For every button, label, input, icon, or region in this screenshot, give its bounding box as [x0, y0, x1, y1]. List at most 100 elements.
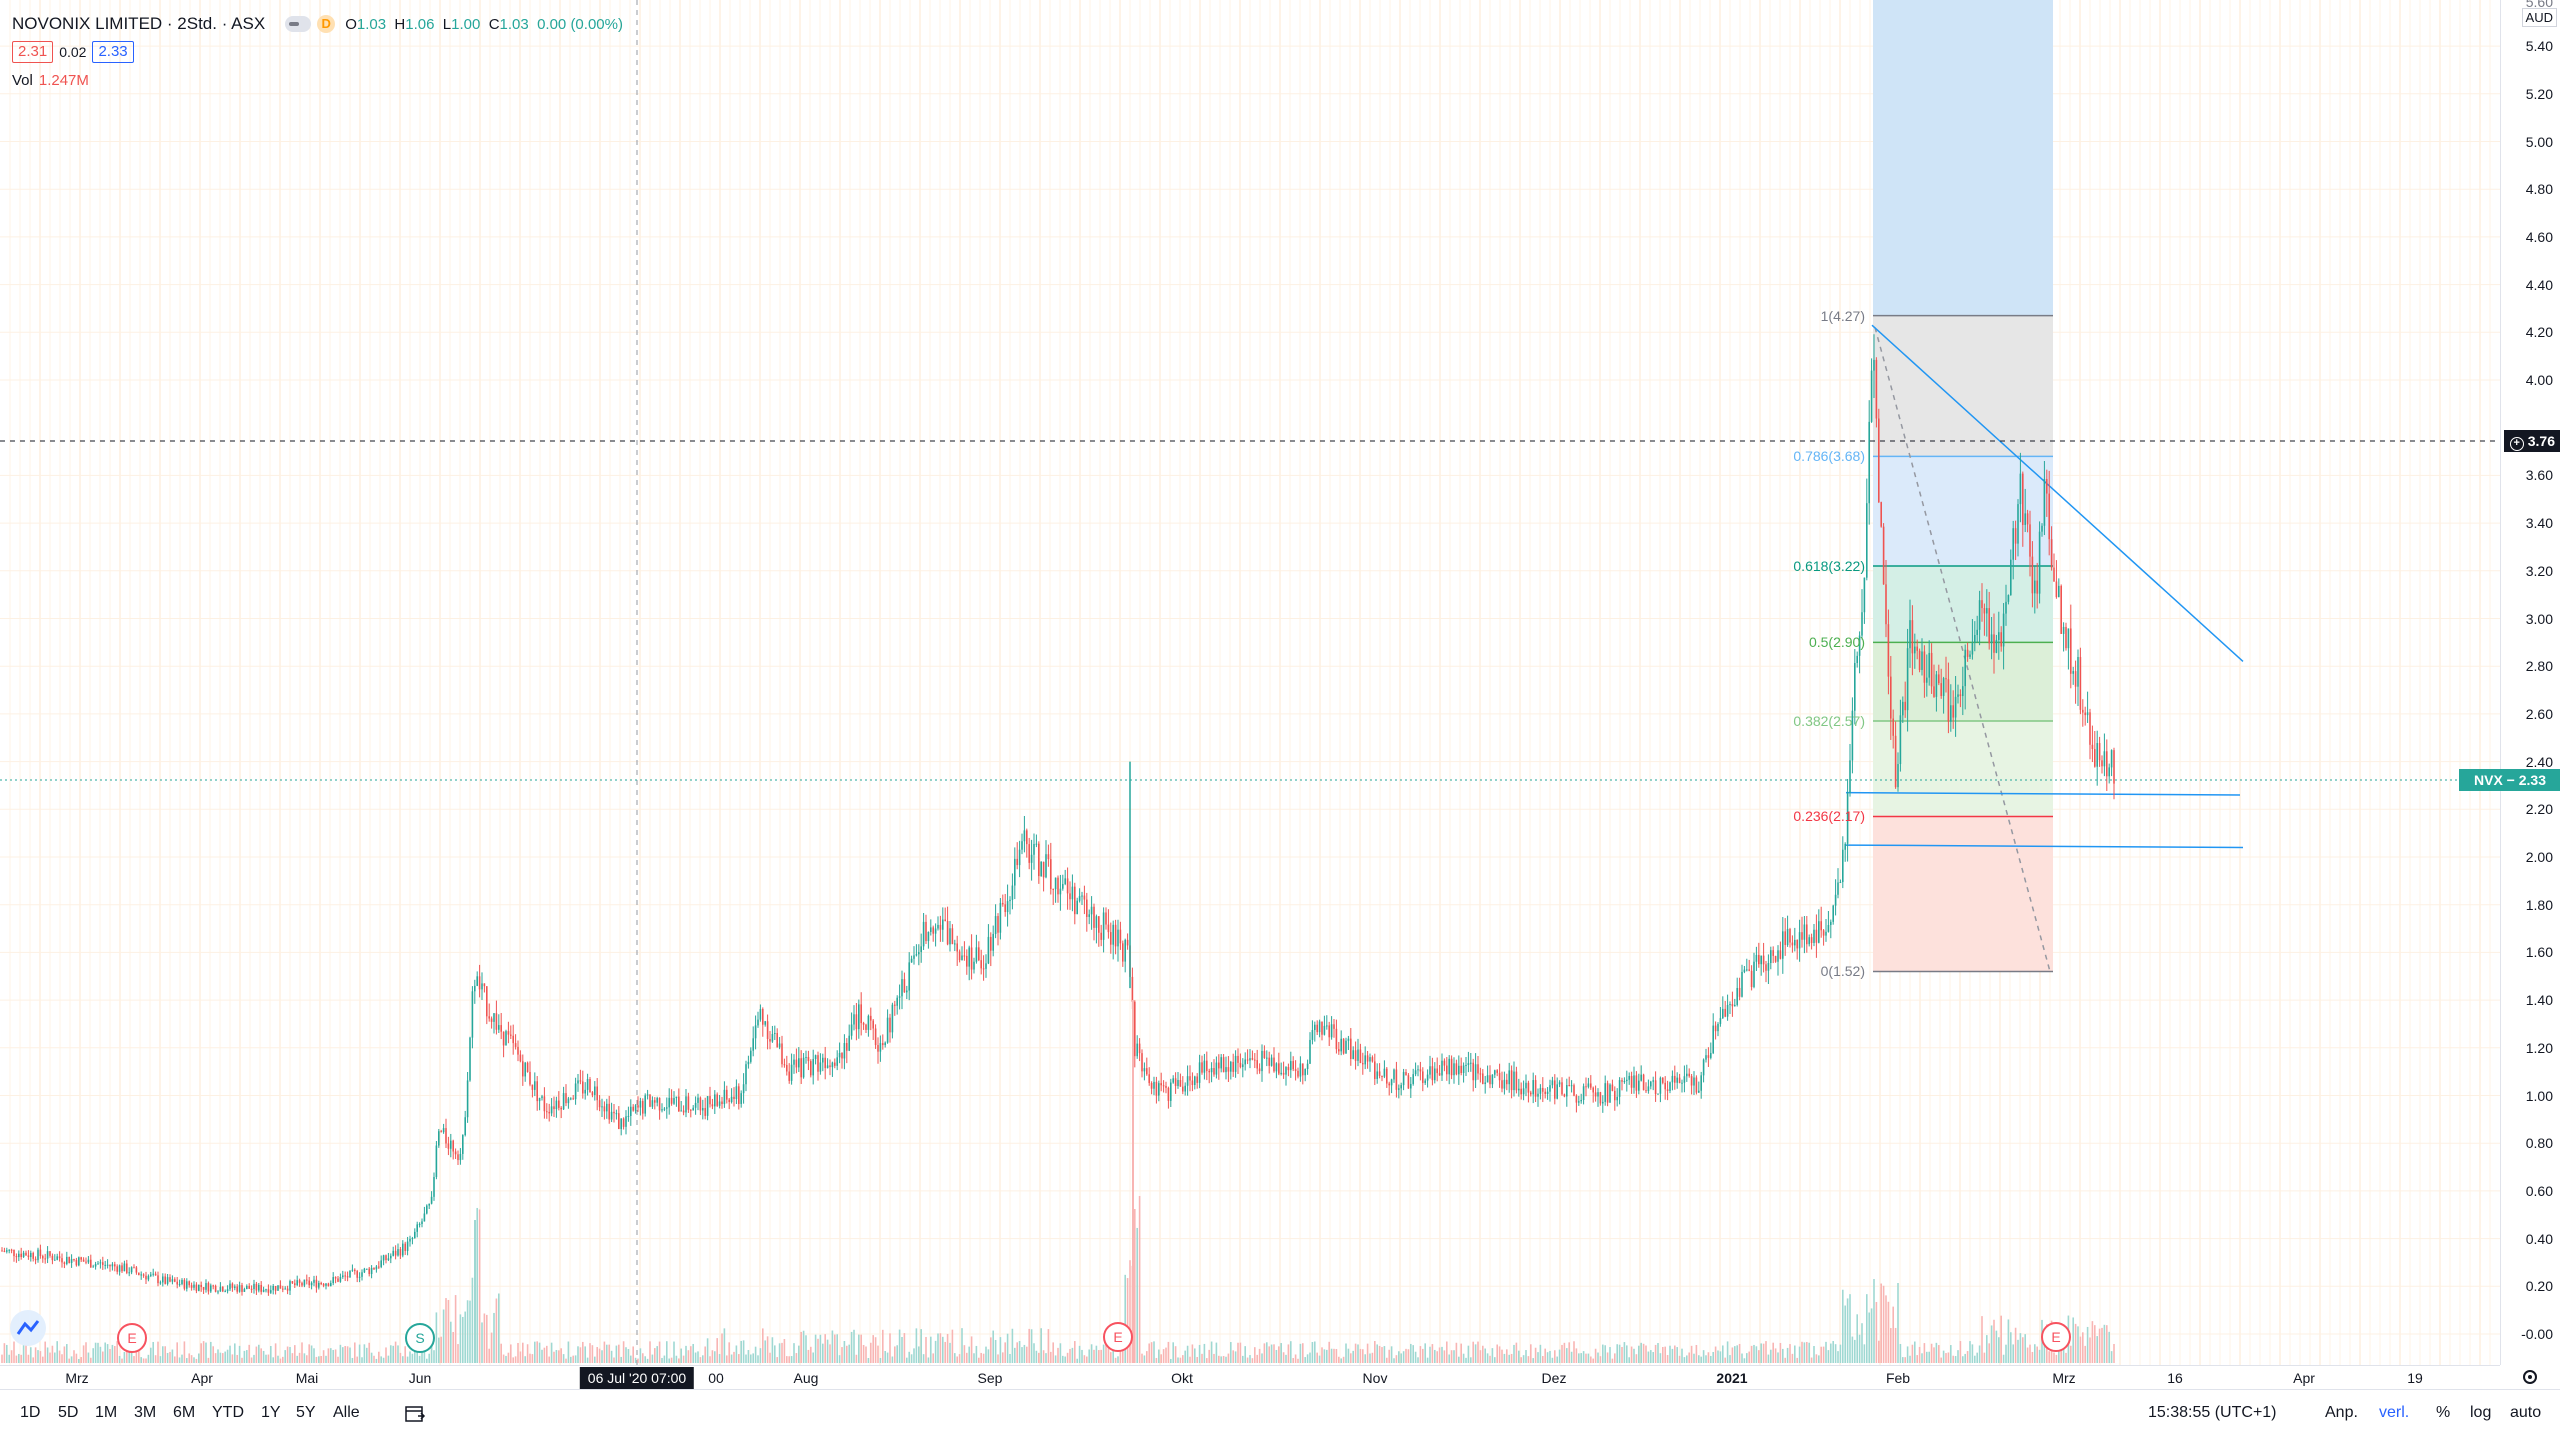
price-chart[interactable]	[0, 0, 2500, 1365]
range-button-1y[interactable]: 1Y	[261, 1404, 281, 1421]
goto-date-icon[interactable]	[404, 1404, 426, 1424]
volume-bar	[1026, 1346, 1028, 1363]
time-axis[interactable]: Mrz Apr Mai Jun 00 Aug Sep Okt Nov Dez 2021 Feb Mrz 1…	[0, 1365, 2500, 1390]
settings-gear-icon[interactable]	[2518, 1366, 2542, 1388]
volume-bar	[1585, 1353, 1587, 1363]
range-button-5y[interactable]: 5Y	[296, 1404, 316, 1421]
symbol-title[interactable]: NOVONIX LIMITED · 2Std. · ASX	[12, 14, 266, 33]
candle-body	[918, 952, 920, 955]
candle-body	[1316, 1024, 1318, 1033]
candle-body	[1455, 1063, 1458, 1075]
candle-body	[2048, 493, 2050, 540]
volume-bar	[248, 1344, 250, 1363]
candle-body	[1640, 1074, 1642, 1081]
candle-body	[418, 1224, 421, 1226]
volume-bar	[109, 1349, 111, 1363]
split-event-icon[interactable]: S	[405, 1323, 435, 1353]
candle-body	[1690, 1076, 1693, 1086]
volume-bar	[836, 1334, 838, 1363]
candle-body	[147, 1275, 150, 1280]
candle-body	[1369, 1057, 1371, 1062]
volume-bar	[426, 1358, 428, 1363]
volume-bar	[1122, 1341, 1124, 1363]
chart-pane[interactable]: NOVONIX LIMITED · 2Std. · ASX D O1.03 H1…	[0, 0, 2500, 1365]
range-button-5d[interactable]: 5D	[58, 1404, 79, 1421]
volume-bar	[1263, 1343, 1266, 1363]
volume-bar	[1292, 1358, 1294, 1363]
candle-body	[733, 1096, 735, 1099]
volume-bar	[2072, 1317, 2074, 1363]
candle-body	[1942, 678, 1945, 696]
candle-body	[1179, 1080, 1182, 1087]
volume-bar	[1666, 1355, 1669, 1363]
volume-bar	[1189, 1356, 1191, 1363]
volume-bar	[1525, 1350, 1527, 1363]
crosshair-add-icon[interactable]: +	[2509, 437, 2524, 451]
candle-body	[385, 1255, 387, 1261]
volume-bar	[1798, 1346, 1801, 1363]
candle-body	[682, 1110, 685, 1113]
volume-bar	[1230, 1342, 1232, 1363]
volume-bar	[2043, 1339, 2046, 1363]
percent-scale-button[interactable]: %	[2436, 1404, 2451, 1421]
volume-bar	[1921, 1353, 1923, 1363]
candle-body	[1309, 1039, 1311, 1064]
adjust-button[interactable]: Anp.	[2325, 1404, 2358, 1421]
candle-body	[514, 1043, 517, 1047]
fib-zone	[1873, 566, 2053, 643]
earnings-event-icon[interactable]: E	[117, 1323, 147, 1353]
fib-level-label: 0.236(2.17)	[1793, 808, 1865, 825]
volume-bar	[2106, 1325, 2108, 1363]
volume-bar	[1376, 1344, 1378, 1363]
earnings-event-icon[interactable]: E	[2041, 1322, 2071, 1352]
ask-box[interactable]: 2.33	[92, 41, 134, 63]
price-axis[interactable]: AUD 5.40 5.20 5.00 4.80 4.60 4.40 4.20 4.00 3.60…	[2459, 0, 2560, 1365]
range-button-3m[interactable]: 3M	[134, 1404, 157, 1421]
candle-body	[850, 1024, 853, 1036]
volume-bar	[397, 1345, 399, 1363]
earnings-event-icon[interactable]: E	[1103, 1322, 1133, 1352]
candle-body	[642, 1101, 644, 1114]
volume-bar	[927, 1357, 930, 1363]
candle-body	[301, 1282, 303, 1286]
log-scale-button[interactable]: log	[2470, 1404, 2492, 1421]
toggle-icon[interactable]	[285, 16, 312, 32]
volume-bar	[1570, 1351, 1573, 1363]
volume-bar	[159, 1356, 162, 1363]
range-button-alle[interactable]: Alle	[333, 1404, 360, 1421]
candle-body	[1237, 1055, 1239, 1063]
volume-bar	[1659, 1353, 1662, 1363]
range-button-1d[interactable]: 1D	[20, 1404, 41, 1421]
candle-body	[644, 1095, 646, 1114]
candle-body	[1124, 939, 1126, 962]
candle-body	[1765, 964, 1767, 971]
range-button-6m[interactable]: 6M	[173, 1404, 196, 1421]
volume-bar	[596, 1347, 598, 1363]
candle-body	[1196, 1076, 1198, 1083]
extended-hours-button[interactable]: verl.	[2379, 1404, 2410, 1421]
volume-bar	[272, 1357, 274, 1363]
clock-label[interactable]: 15:38:55 (UTC+1)	[2148, 1404, 2277, 1421]
logo-icon[interactable]	[10, 1310, 46, 1346]
price-tick: 0.20	[2525, 1278, 2553, 1295]
volume-bar	[1995, 1330, 1998, 1363]
volume-bar	[1038, 1352, 1040, 1363]
volume-bar	[1244, 1346, 1246, 1363]
range-button-1m[interactable]: 1M	[95, 1404, 118, 1421]
candle-body	[990, 936, 992, 951]
candle-body	[1489, 1075, 1491, 1085]
bid-box[interactable]: 2.31	[12, 41, 54, 63]
auto-scale-button[interactable]: auto	[2510, 1404, 2542, 1421]
candle-body	[1244, 1059, 1246, 1065]
volume-bar	[1381, 1347, 1383, 1363]
candle-body	[2058, 585, 2060, 598]
candle-body	[896, 997, 898, 1006]
range-button-ytd[interactable]: YTD	[212, 1404, 244, 1421]
candle-body	[810, 1061, 812, 1076]
candle-body	[2094, 749, 2096, 767]
volume-bar	[445, 1298, 447, 1363]
volume-bar	[291, 1353, 294, 1363]
volume-bar	[966, 1352, 968, 1363]
volume-bar	[1549, 1350, 1551, 1363]
volume-bar	[1796, 1357, 1798, 1363]
